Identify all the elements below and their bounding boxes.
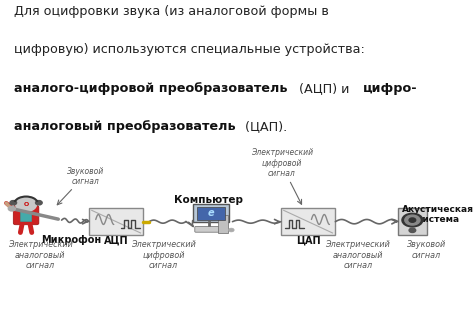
Text: аналого-цифровой преобразователь: аналого-цифровой преобразователь	[14, 82, 288, 95]
Text: Акустическая
система: Акустическая система	[402, 205, 474, 224]
FancyBboxPatch shape	[197, 207, 225, 220]
Circle shape	[409, 228, 416, 232]
Circle shape	[409, 218, 416, 222]
Circle shape	[228, 228, 234, 232]
Text: Микрофон: Микрофон	[41, 236, 101, 246]
FancyBboxPatch shape	[193, 204, 229, 222]
Text: Звуковой
сигнал: Звуковой сигнал	[407, 241, 446, 260]
Text: Для оцифровки звука (из аналоговой формы в: Для оцифровки звука (из аналоговой формы…	[14, 5, 329, 18]
Text: ЦАП: ЦАП	[296, 236, 320, 246]
Text: Компьютер: Компьютер	[174, 196, 243, 206]
Circle shape	[10, 201, 17, 205]
Text: Электрический
аналоговый
сигнал: Электрический аналоговый сигнал	[326, 241, 390, 270]
FancyBboxPatch shape	[195, 227, 227, 232]
Circle shape	[36, 201, 42, 205]
Text: (АЦП) и: (АЦП) и	[295, 82, 353, 95]
Circle shape	[16, 198, 36, 211]
Text: e: e	[208, 208, 214, 218]
Text: Электрический
аналоговый
сигнал: Электрический аналоговый сигнал	[8, 241, 73, 270]
Text: аналоговый преобразователь: аналоговый преобразователь	[14, 120, 236, 133]
FancyBboxPatch shape	[398, 208, 427, 235]
Text: Звуковой
сигнал: Звуковой сигнал	[67, 166, 104, 186]
Text: цифро-: цифро-	[363, 82, 417, 95]
Circle shape	[9, 206, 15, 211]
Circle shape	[405, 215, 420, 225]
Text: Электрический
цифровой
сигнал: Электрический цифровой сигнал	[131, 241, 196, 270]
FancyBboxPatch shape	[218, 215, 228, 232]
FancyBboxPatch shape	[20, 212, 32, 222]
Text: (ЦАП).: (ЦАП).	[241, 120, 287, 133]
Text: O: O	[23, 202, 29, 207]
Text: цифровую) используются специальные устройства:: цифровую) используются специальные устро…	[14, 43, 365, 56]
Circle shape	[402, 213, 423, 227]
FancyBboxPatch shape	[13, 206, 39, 225]
Text: АЦП: АЦП	[104, 236, 128, 246]
Text: Электрический
цифровой
сигнал: Электрический цифровой сигнал	[251, 148, 313, 178]
FancyBboxPatch shape	[89, 208, 144, 235]
FancyBboxPatch shape	[281, 208, 336, 235]
